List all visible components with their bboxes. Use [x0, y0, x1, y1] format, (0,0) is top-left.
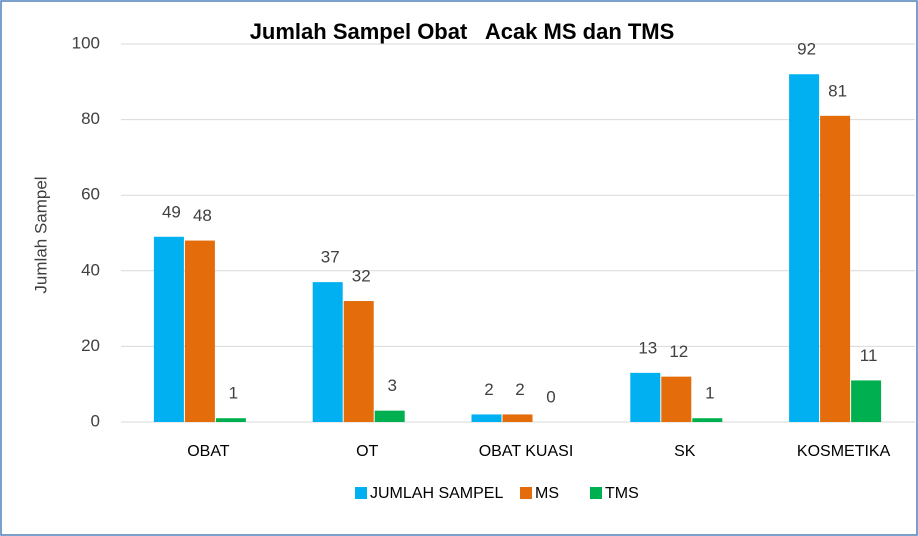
bar — [343, 301, 374, 422]
chart-title: Jumlah Sampel Obat Acak MS dan TMS — [250, 19, 675, 44]
data-label: 3 — [387, 376, 396, 395]
data-label: 49 — [162, 202, 181, 221]
data-label: 48 — [193, 206, 212, 225]
bar — [312, 282, 343, 422]
x-tick-label: SK — [674, 443, 696, 460]
legend-label: JUMLAH SAMPEL — [370, 485, 503, 502]
bar — [851, 380, 882, 422]
legend-label: TMS — [605, 485, 639, 502]
data-label: 13 — [638, 338, 657, 357]
data-label: 81 — [828, 81, 847, 100]
legend-swatch — [520, 487, 532, 499]
data-label: 0 — [546, 387, 555, 406]
bar — [630, 372, 661, 422]
bar — [471, 414, 502, 422]
bar — [502, 414, 533, 422]
bar — [374, 410, 405, 422]
data-label: 1 — [705, 384, 714, 403]
bar — [692, 418, 723, 422]
y-tick-label: 20 — [81, 336, 100, 355]
bar — [789, 74, 820, 423]
data-label: 2 — [484, 380, 493, 399]
x-tick-label: OT — [356, 443, 378, 460]
x-tick-label: OBAT — [187, 443, 230, 460]
data-label: 12 — [669, 342, 688, 361]
x-tick-label: KOSMETIKA — [797, 443, 891, 460]
y-tick-label: 100 — [72, 33, 100, 52]
data-label: 37 — [321, 248, 340, 267]
legend-label: MS — [535, 485, 559, 502]
bar — [184, 240, 215, 422]
legend-swatch — [590, 487, 602, 499]
data-label: 2 — [515, 380, 524, 399]
bar — [215, 418, 246, 422]
bar — [153, 236, 184, 422]
data-label: 32 — [352, 267, 371, 286]
data-label: 92 — [797, 40, 816, 59]
y-tick-label: 40 — [81, 260, 100, 279]
y-tick-label: 80 — [81, 109, 100, 128]
y-axis-label: Jumlah Sampel — [31, 176, 50, 293]
bar — [820, 115, 851, 422]
y-tick-label: 0 — [91, 411, 100, 430]
y-tick-label: 60 — [81, 185, 100, 204]
data-label: 1 — [229, 384, 238, 403]
legend-swatch — [355, 487, 367, 499]
x-tick-label: OBAT KUASI — [479, 443, 574, 460]
data-label: 11 — [860, 346, 878, 365]
bar — [661, 376, 692, 422]
